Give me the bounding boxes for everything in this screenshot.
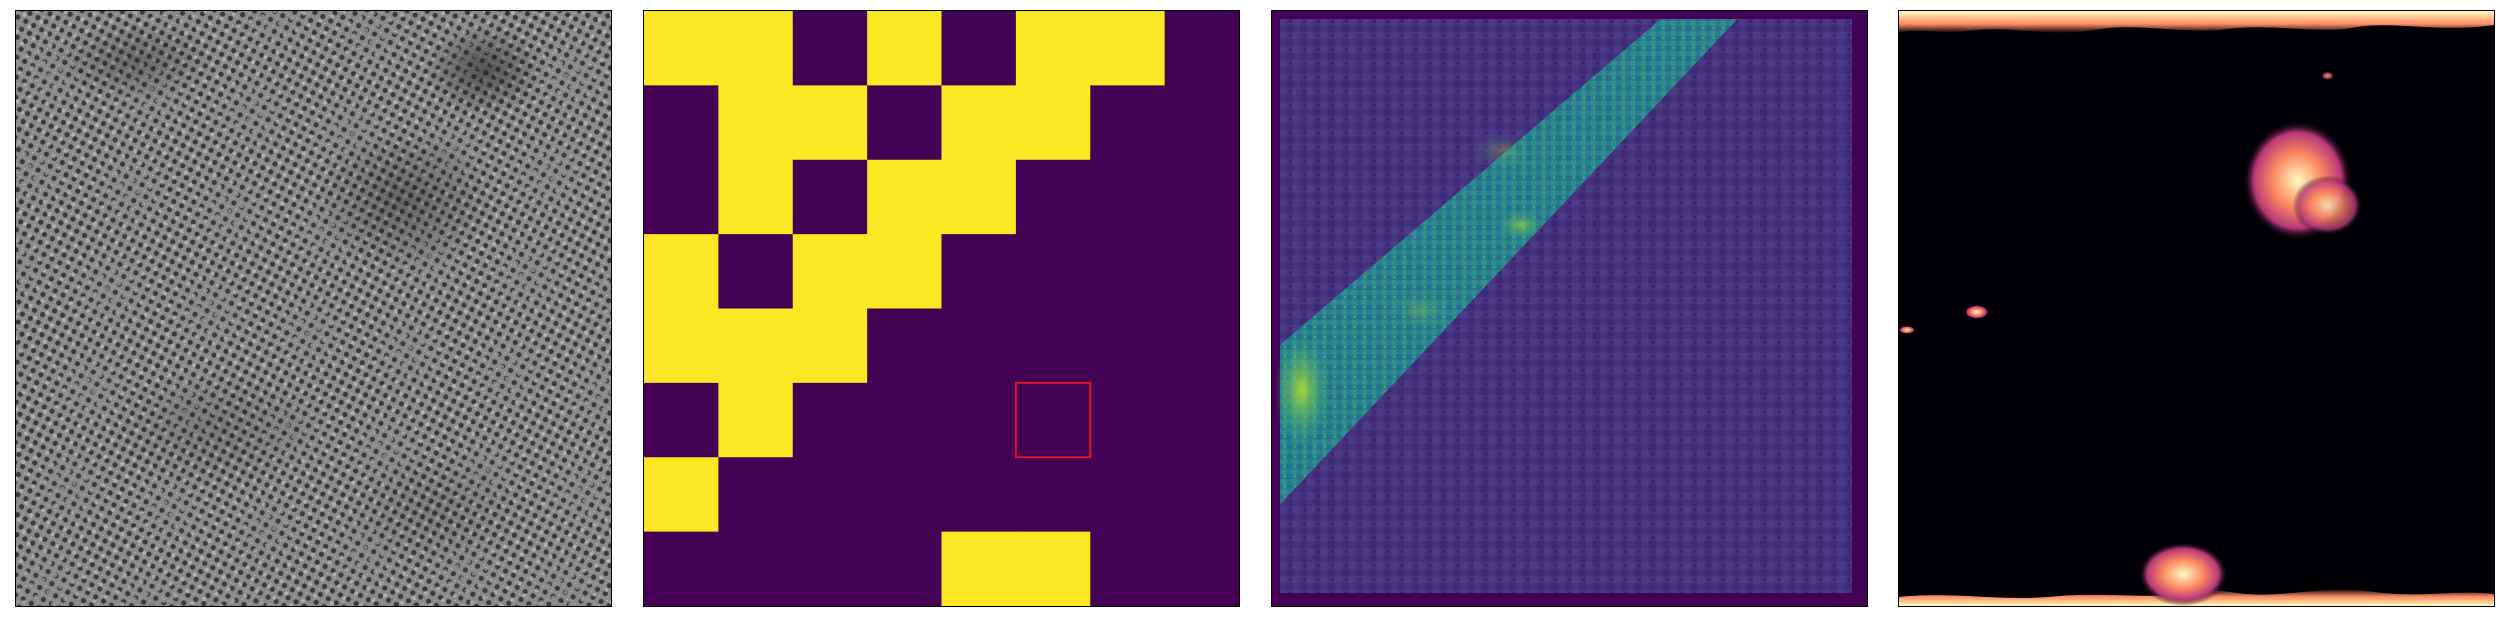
grid-cell: [644, 383, 719, 458]
grid-cell: [718, 383, 793, 458]
grid-cell: [1016, 234, 1091, 309]
binary-grid-panel: [643, 10, 1240, 607]
grid-cell: [942, 309, 1017, 384]
grid-cell: [793, 85, 868, 160]
grid-cell: [718, 160, 793, 235]
inferno-heatmap-panel: [1898, 10, 2495, 607]
grid-cell: [1165, 457, 1239, 532]
grid-cell: [1090, 11, 1165, 86]
grid-cell: [942, 11, 1017, 86]
grid-cell: [867, 234, 942, 309]
grid-cell: [942, 532, 1017, 606]
micrograph-image: [16, 11, 611, 606]
micrograph-panel: [15, 10, 612, 607]
grid-cell: [718, 11, 793, 86]
grid-cell: [644, 85, 719, 160]
grid-cell: [867, 160, 942, 235]
grid-cell: [942, 383, 1017, 458]
grid-cell: [644, 532, 719, 606]
grid-cell: [1165, 11, 1239, 86]
grid-cell: [718, 85, 793, 160]
grid-cell: [942, 234, 1017, 309]
binary-grid: [644, 11, 1239, 606]
grid-cell: [793, 11, 868, 86]
grid-cell: [1090, 160, 1165, 235]
grid-cell: [942, 457, 1017, 532]
grid-cell: [867, 85, 942, 160]
grid-cell: [793, 532, 868, 606]
grid-cell: [1090, 532, 1165, 606]
grid-cell: [1165, 532, 1239, 606]
viridis-heatmap: [1272, 11, 1867, 606]
grid-cell: [793, 234, 868, 309]
grid-cell: [1165, 234, 1239, 309]
grid-cell: [1165, 309, 1239, 384]
grid-cell: [793, 457, 868, 532]
grid-cell: [1165, 85, 1239, 160]
grid-cell: [644, 234, 719, 309]
grid-cell: [793, 309, 868, 384]
grid-cell: [644, 11, 719, 86]
grid-cell: [1016, 309, 1091, 384]
grid-cell: [1090, 383, 1165, 458]
grid-cell: [1090, 234, 1165, 309]
grid-cell: [1090, 85, 1165, 160]
grid-cell: [718, 309, 793, 384]
grid-cell: [1016, 11, 1091, 86]
grid-cell: [644, 160, 719, 235]
grid-cell: [1165, 160, 1239, 235]
grid-cell: [942, 85, 1017, 160]
grid-cell: [1090, 457, 1165, 532]
grid-cell: [1016, 160, 1091, 235]
grid-cell: [1090, 309, 1165, 384]
grid-cell: [867, 532, 942, 606]
grid-cell: [1016, 457, 1091, 532]
inferno-heatmap: [1899, 11, 2494, 606]
grid-cell: [644, 309, 719, 384]
grid-cell: [793, 160, 868, 235]
grid-cell: [718, 457, 793, 532]
grid-cell: [644, 457, 719, 532]
grid-cell: [1165, 383, 1239, 458]
grid-cell: [718, 234, 793, 309]
grid-cell: [867, 383, 942, 458]
grid-cell: [867, 457, 942, 532]
grid-cell: [1016, 532, 1091, 606]
grid-cell: [1016, 85, 1091, 160]
grid-cell: [867, 309, 942, 384]
grid-cell: [793, 383, 868, 458]
viridis-heatmap-panel: [1271, 10, 1868, 607]
grid-cell: [942, 160, 1017, 235]
grid-cell: [718, 532, 793, 606]
grid-cell: [867, 11, 942, 86]
grid-cell: [1016, 383, 1091, 458]
